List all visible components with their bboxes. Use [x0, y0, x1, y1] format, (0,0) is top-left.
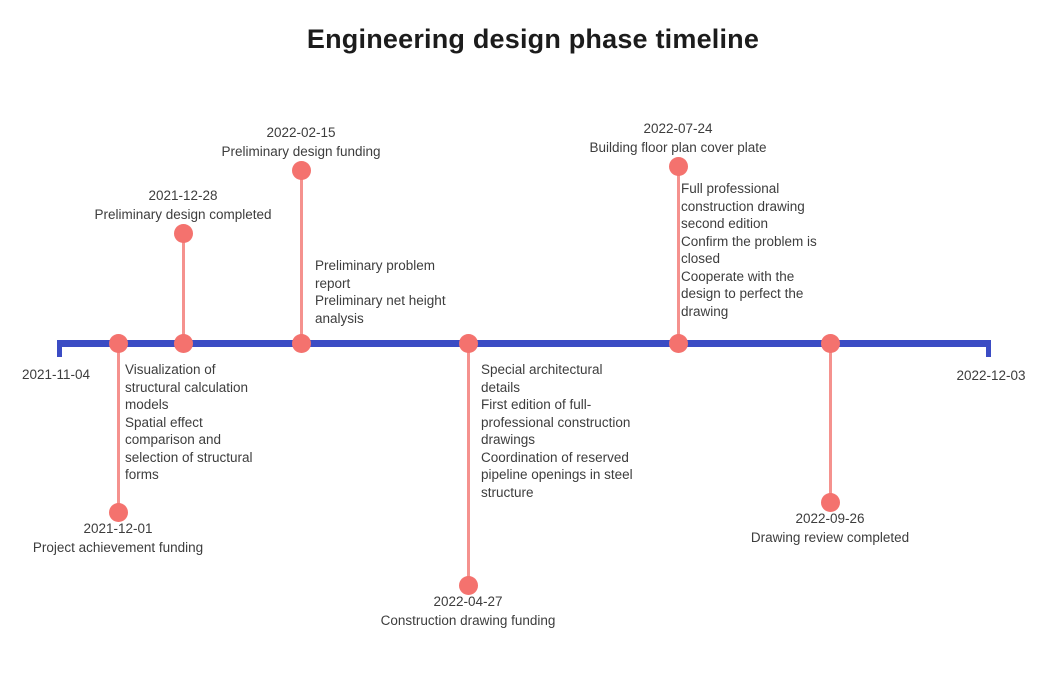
event-stem — [116, 343, 120, 512]
event-label-group: 2022-09-26 Drawing review completed — [751, 510, 909, 547]
event-axis-marker — [291, 334, 311, 353]
event-date: 2021-12-01 — [83, 521, 153, 536]
event-axis-marker — [820, 334, 840, 353]
axis-start-cap — [57, 340, 62, 357]
event-axis-marker — [108, 334, 128, 353]
event-label-group: 2022-07-24 Building floor plan cover plat… — [589, 120, 766, 157]
event-stem — [676, 166, 680, 344]
event-title: Building floor plan cover plate — [589, 139, 767, 155]
event-stem — [466, 343, 470, 585]
timeline-axis — [57, 340, 991, 347]
event-label-group: 2021-12-28 Preliminary design completed — [94, 187, 271, 224]
event-date: 2021-12-28 — [148, 188, 218, 203]
event-title: Drawing review completed — [750, 529, 910, 545]
axis-start-label: 2021-11-04 — [21, 367, 91, 382]
annotation-note: Special architectural details First edit… — [481, 362, 633, 500]
event-label-group: 2021-12-01 Project achievement funding — [33, 520, 203, 557]
event-date: 2022-02-15 — [266, 125, 336, 140]
event-tip-marker — [668, 156, 688, 176]
event-axis-marker — [668, 334, 688, 353]
annotation-note: Preliminary problem report Preliminary n… — [315, 258, 446, 326]
event-tip-marker — [458, 575, 478, 595]
annotation-note: Full professional construction drawing s… — [681, 181, 817, 319]
event-tip-marker — [173, 223, 193, 243]
event-label-group: 2022-02-15 Preliminary design funding — [221, 124, 380, 161]
event-label-group: 2022-04-27 Construction drawing funding — [381, 593, 556, 630]
axis-end-label: 2022-12-03 — [956, 368, 1026, 383]
event-axis-marker — [173, 334, 193, 353]
event-tip-marker — [291, 160, 311, 180]
event-axis-marker — [458, 334, 478, 353]
event-stem — [828, 343, 832, 502]
chart-title: Engineering design phase timeline — [306, 24, 760, 54]
event-stem — [299, 170, 303, 344]
annotation-note: Visualization of structural calculation … — [125, 362, 253, 482]
event-title: Construction drawing funding — [380, 612, 556, 628]
event-date: 2022-07-24 — [643, 121, 713, 136]
axis-end-cap — [986, 340, 991, 357]
event-stem — [181, 233, 185, 344]
event-title: Preliminary design completed — [94, 206, 272, 222]
event-title: Project achievement funding — [32, 539, 204, 555]
event-date: 2022-09-26 — [795, 511, 865, 526]
event-tip-marker — [108, 502, 128, 522]
event-tip-marker — [820, 492, 840, 512]
event-title: Preliminary design funding — [221, 143, 381, 159]
event-date: 2022-04-27 — [433, 594, 503, 609]
